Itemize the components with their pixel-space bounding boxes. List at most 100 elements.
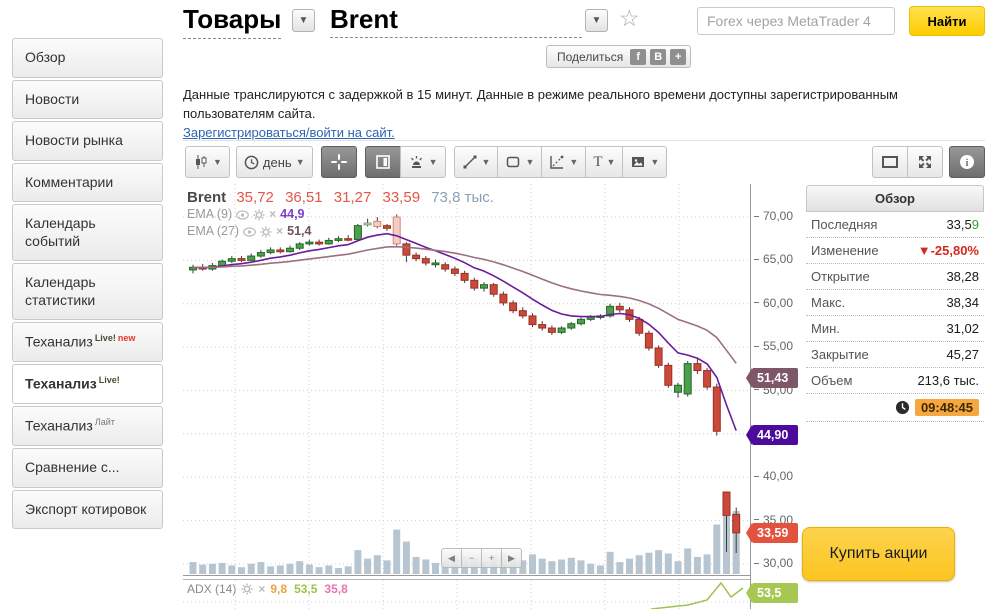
eye-icon[interactable] bbox=[243, 226, 257, 237]
scroll-left-button[interactable]: ◀ bbox=[441, 548, 462, 568]
sidebar-item[interactable]: Календарь статистики bbox=[12, 263, 163, 320]
price-axis-label: 40,00 bbox=[754, 469, 793, 483]
interval-label: день bbox=[262, 154, 292, 170]
price-axis[interactable]: 70,0065,0060,0055,0050,0045,0040,0035,00… bbox=[750, 184, 802, 609]
sidebar-item[interactable]: Сравнение с... bbox=[12, 448, 163, 488]
price-axis-label: 70,00 bbox=[754, 209, 793, 223]
price-axis-label: 65,00 bbox=[754, 252, 793, 266]
category-title[interactable]: Товары bbox=[183, 4, 282, 39]
sidebar-item[interactable]: Комментарии bbox=[12, 162, 163, 202]
fullscreen-icon bbox=[919, 156, 931, 168]
close-icon[interactable]: × bbox=[276, 224, 284, 238]
buy-shares-button[interactable]: Купить акции bbox=[802, 527, 955, 581]
indicators-button[interactable]: ▼ bbox=[399, 146, 446, 178]
stat-label: Последняя bbox=[811, 217, 878, 232]
share-button[interactable]: Поделиться f В + bbox=[546, 45, 692, 68]
stat-label: Изменение bbox=[811, 243, 879, 258]
chevron-down-icon: ▼ bbox=[428, 157, 438, 167]
snapshot-button[interactable] bbox=[872, 146, 908, 178]
search-button[interactable]: Найти bbox=[909, 6, 985, 36]
sidebar-item[interactable]: Календарь событий bbox=[12, 204, 163, 261]
candlestick-icon bbox=[196, 155, 207, 169]
sidebar-item-label: Новости bbox=[25, 90, 80, 107]
interval-button[interactable]: день ▼ bbox=[235, 146, 313, 178]
sidebar: Обзор Новости Новости рынка Комментарии Кале… bbox=[12, 38, 163, 531]
indicator-name: EMA (9) bbox=[187, 207, 233, 221]
stat-label: Закрытие bbox=[811, 347, 869, 362]
chevron-down-icon: ▼ bbox=[525, 157, 535, 167]
overview-stat-row: Последняя 33,59 bbox=[806, 212, 984, 238]
shape-tool-button[interactable]: ▼ bbox=[497, 146, 543, 178]
register-login-link[interactable]: Зарегистрироваться/войти на сайт. bbox=[183, 124, 395, 140]
overview-title: Обзор bbox=[806, 185, 984, 212]
zoom-in-button[interactable]: + bbox=[481, 548, 502, 568]
sidebar-item-label: Экспорт котировок bbox=[25, 500, 147, 517]
vk-icon[interactable]: В bbox=[650, 48, 667, 65]
sidebar-item-label: Сравнение с... bbox=[25, 459, 120, 476]
instrument-title[interactable]: Brent bbox=[330, 4, 398, 34]
sidebar-item[interactable]: Теханализ Лайт bbox=[12, 406, 163, 447]
zoom-out-button[interactable]: − bbox=[461, 548, 482, 568]
crosshair-tool-button[interactable] bbox=[320, 146, 357, 178]
adx-name: ADX (14) bbox=[187, 582, 237, 596]
facebook-icon[interactable]: f bbox=[630, 48, 647, 65]
adx-value: 53,5 bbox=[294, 582, 318, 596]
adx-indicator-pane[interactable] bbox=[183, 579, 750, 609]
sidebar-item-label: Теханализ bbox=[25, 417, 93, 434]
scroll-right-button[interactable]: ▶ bbox=[501, 548, 522, 568]
close-icon[interactable]: × bbox=[258, 582, 266, 596]
gear-icon[interactable] bbox=[241, 583, 253, 595]
overview-panel: Обзор Последняя 33,59 Изменение ▼-25,80% Отк… bbox=[806, 185, 984, 422]
sidebar-item[interactable]: Экспорт котировок bbox=[12, 489, 163, 530]
fullscreen-button[interactable] bbox=[907, 146, 943, 178]
price-tag-last-price: 33,59 bbox=[746, 522, 798, 543]
image-icon bbox=[632, 157, 645, 167]
sidebar-item-label: Новости рынка bbox=[25, 132, 123, 148]
overview-stat-row: Объем 213,6 тыс. bbox=[806, 368, 984, 394]
chart-toolbar: ▼ день ▼ ▼ ▼ bbox=[185, 145, 985, 179]
search-input[interactable] bbox=[697, 7, 895, 35]
delay-notice-text: Данные транслируются с задержкой в 15 ми… bbox=[183, 87, 898, 121]
adx-chart bbox=[183, 580, 750, 609]
sidebar-item[interactable]: Новости рынка bbox=[12, 121, 163, 161]
gear-icon[interactable] bbox=[253, 209, 265, 221]
sidebar-item[interactable]: Новости bbox=[12, 79, 163, 119]
adx-value: 35,8 bbox=[324, 582, 348, 596]
trend-line-tool-button[interactable]: ▼ bbox=[453, 146, 499, 178]
fibonacci-tool-button[interactable]: ▼ bbox=[541, 146, 587, 178]
image-tool-button[interactable]: ▼ bbox=[622, 146, 668, 178]
chevron-down-icon: ▼ bbox=[295, 157, 305, 167]
sidebar-item-sup: Live! bbox=[94, 333, 116, 343]
info-icon: i bbox=[960, 155, 974, 169]
panels-layout-button[interactable] bbox=[364, 146, 401, 178]
instrument-title-underline[interactable]: Brent bbox=[330, 4, 582, 38]
sidebar-item[interactable]: Обзор bbox=[12, 38, 163, 78]
category-dropdown-button[interactable]: ▼ bbox=[292, 9, 315, 32]
close-icon[interactable]: × bbox=[269, 207, 277, 221]
clock-icon bbox=[895, 400, 910, 415]
text-tool-icon: T bbox=[593, 153, 603, 170]
sidebar-item-sup: Лайт bbox=[94, 417, 115, 428]
gear-icon[interactable] bbox=[260, 226, 272, 238]
sidebar-item-sup: Live! bbox=[98, 375, 120, 386]
price-axis-label: 30,00 bbox=[754, 556, 793, 570]
stat-value: ▼-25,80% bbox=[917, 243, 979, 258]
indicator-value: 44,9 bbox=[280, 207, 305, 221]
indicator-name: EMA (27) bbox=[187, 224, 240, 238]
stat-value: 38,34 bbox=[946, 295, 979, 310]
instrument-dropdown-button[interactable]: ▼ bbox=[585, 9, 608, 32]
delay-notice: Данные транслируются с задержкой в 15 ми… bbox=[183, 86, 983, 143]
sidebar-item[interactable]: Теханализ Live! new bbox=[12, 322, 163, 363]
stat-value: 45,27 bbox=[946, 347, 979, 362]
favorite-star-icon[interactable]: ☆ bbox=[619, 5, 640, 31]
more-share-icon[interactable]: + bbox=[670, 48, 687, 65]
eye-icon[interactable] bbox=[236, 209, 250, 220]
price-axis-label: 55,00 bbox=[754, 339, 793, 353]
sidebar-item[interactable]: Теханализ Live! bbox=[12, 364, 163, 405]
info-button[interactable]: i bbox=[949, 146, 985, 178]
text-tool-button[interactable]: T ▼ bbox=[585, 146, 624, 178]
new-badge: new bbox=[117, 333, 136, 343]
chart-nav-stepper: ◀ − + ▶ bbox=[441, 548, 522, 568]
price-chart-canvas[interactable] bbox=[183, 184, 750, 576]
chart-type-button[interactable]: ▼ bbox=[185, 146, 230, 178]
